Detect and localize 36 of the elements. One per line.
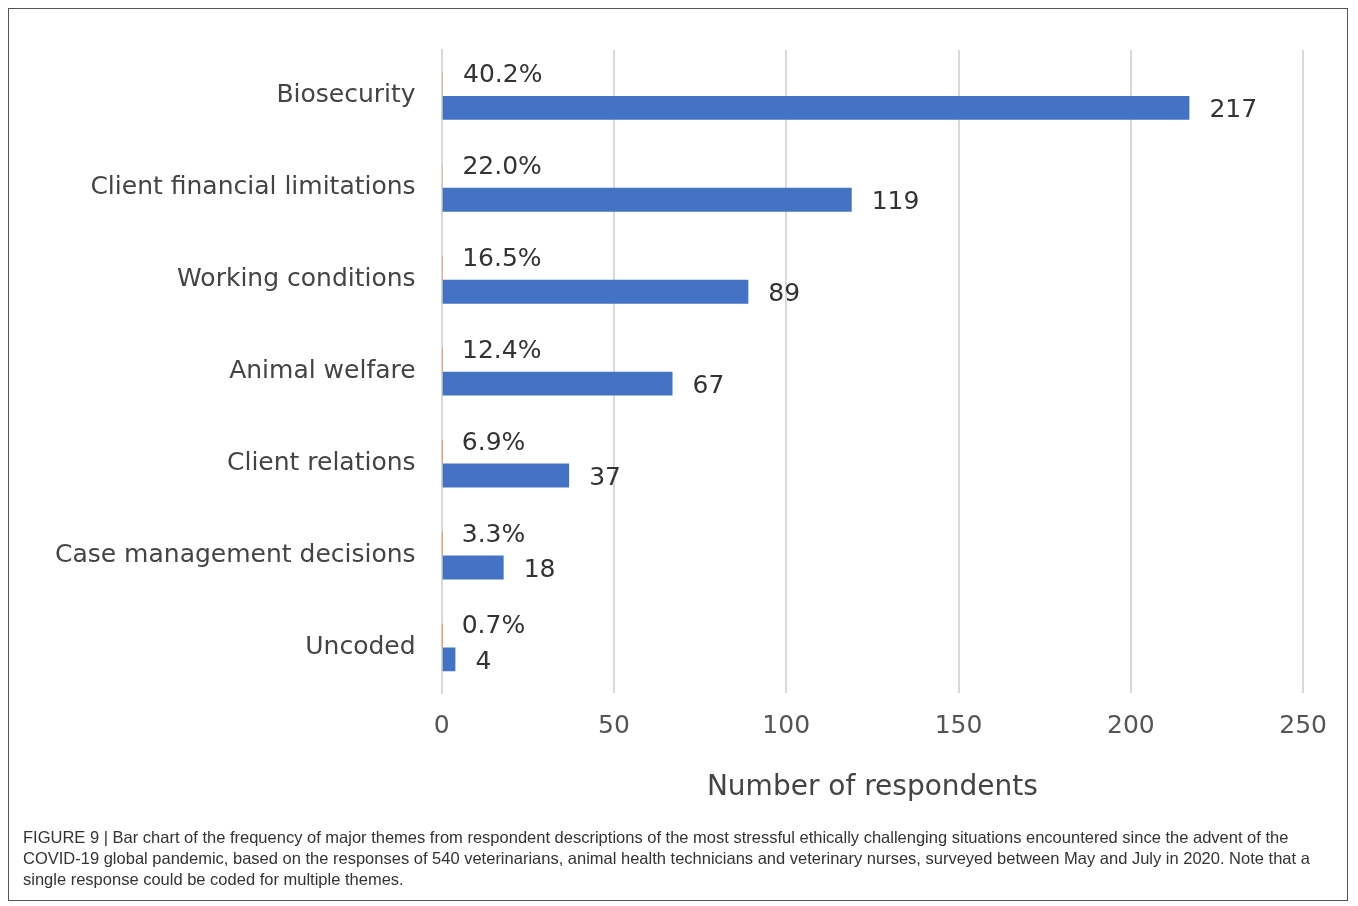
data-label: 119 xyxy=(871,186,920,216)
data-label: 40.2% xyxy=(463,59,543,89)
x-tick-label: 150 xyxy=(934,709,983,739)
data-label: 67 xyxy=(692,370,725,400)
x-tick-label: 250 xyxy=(1279,709,1327,739)
bar xyxy=(442,647,456,672)
bar xyxy=(442,463,570,488)
y-tick-label: Client financial limitations xyxy=(90,171,416,201)
y-tick-label: Working conditions xyxy=(177,263,416,293)
y-tick-label: Animal welfare xyxy=(229,355,416,385)
bar xyxy=(442,555,504,580)
bar xyxy=(442,279,749,304)
data-label: 22.0% xyxy=(462,150,542,180)
data-label: 89 xyxy=(768,278,801,308)
bar xyxy=(442,95,1190,120)
x-tick-label: 200 xyxy=(1106,709,1155,739)
data-label: 4 xyxy=(475,645,492,675)
x-tick-label: 100 xyxy=(762,709,811,739)
data-label: 18 xyxy=(523,553,556,583)
data-label: 0.7% xyxy=(461,610,526,640)
data-label: 16.5% xyxy=(462,242,542,272)
data-label: 37 xyxy=(589,462,621,492)
data-label: 6.9% xyxy=(461,426,526,456)
bar xyxy=(442,371,673,396)
data-label: 12.4% xyxy=(462,334,542,364)
data-label: 217 xyxy=(1209,94,1258,124)
x-axis-title: Number of respondents xyxy=(706,769,1038,803)
y-tick-label: Uncoded xyxy=(305,630,416,660)
caption: FIGURE 9 | Bar chart of the frequency of major themes from respondent descriptions of the most stressful ethically challenging situations encountered since the advent of the COVID-19 global pandemic, based on the responses of 540 veterinarians, animal health technicians and veterinary nurses, surveyed between May and July in 2020. Note that a single response could be coded for multiple themes. xyxy=(23,827,1311,890)
y-tick-label: Biosecurity xyxy=(276,79,416,109)
x-tick-label: 0 xyxy=(433,709,450,739)
y-tick-label: Case management decisions xyxy=(55,539,416,569)
x-tick-label: 50 xyxy=(598,709,630,739)
bar xyxy=(442,187,852,212)
y-tick-label: Client relations xyxy=(227,447,416,477)
data-label: 3.3% xyxy=(461,518,526,548)
